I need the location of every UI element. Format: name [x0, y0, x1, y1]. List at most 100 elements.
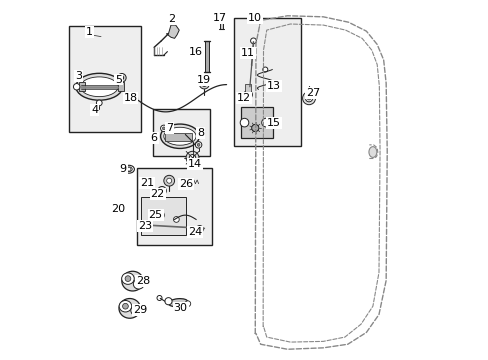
Circle shape	[157, 296, 162, 301]
Bar	[118, 82, 124, 91]
Circle shape	[173, 217, 179, 222]
Bar	[220, 18, 223, 30]
Circle shape	[261, 118, 270, 127]
Text: 29: 29	[132, 305, 146, 315]
Circle shape	[125, 276, 131, 282]
Text: 3: 3	[75, 71, 82, 81]
Circle shape	[154, 210, 164, 220]
Text: 18: 18	[123, 93, 137, 103]
Ellipse shape	[122, 273, 134, 284]
Circle shape	[203, 80, 205, 82]
Text: 22: 22	[150, 189, 164, 199]
Circle shape	[73, 84, 80, 90]
Text: 11: 11	[241, 48, 255, 58]
Text: 8: 8	[197, 129, 204, 138]
Circle shape	[120, 76, 123, 80]
Ellipse shape	[368, 147, 376, 157]
Text: 9: 9	[120, 164, 126, 174]
Circle shape	[262, 67, 267, 72]
Text: 27: 27	[305, 88, 320, 98]
Bar	[204, 41, 209, 72]
Text: 16: 16	[189, 46, 203, 57]
Text: 13: 13	[266, 81, 280, 91]
Circle shape	[246, 93, 249, 96]
Text: 15: 15	[266, 118, 280, 128]
Ellipse shape	[80, 77, 118, 96]
Circle shape	[305, 95, 312, 102]
Ellipse shape	[133, 279, 144, 289]
Text: 25: 25	[148, 210, 163, 220]
Circle shape	[164, 298, 172, 305]
Circle shape	[250, 38, 256, 44]
Circle shape	[184, 301, 190, 307]
Text: 30: 30	[173, 303, 187, 314]
Text: 14: 14	[187, 159, 202, 169]
Text: 24: 24	[187, 227, 202, 237]
Text: 23: 23	[138, 221, 152, 231]
Ellipse shape	[163, 127, 196, 145]
Text: 5: 5	[115, 75, 122, 85]
Text: 20: 20	[111, 204, 125, 215]
Circle shape	[196, 226, 203, 233]
Circle shape	[202, 81, 206, 86]
Bar	[141, 197, 185, 234]
Circle shape	[166, 178, 171, 183]
Polygon shape	[166, 25, 179, 39]
Circle shape	[157, 213, 161, 217]
Bar	[241, 107, 273, 138]
Text: 21: 21	[140, 178, 154, 188]
Circle shape	[96, 100, 102, 106]
Text: 17: 17	[213, 13, 227, 23]
Ellipse shape	[122, 271, 143, 291]
Bar	[79, 82, 84, 91]
Bar	[164, 134, 191, 141]
Circle shape	[122, 303, 128, 309]
Circle shape	[302, 92, 315, 105]
Circle shape	[158, 186, 166, 195]
Circle shape	[163, 175, 174, 186]
Text: 7: 7	[166, 123, 173, 133]
Circle shape	[240, 118, 248, 127]
Circle shape	[160, 125, 167, 132]
Circle shape	[195, 141, 202, 148]
Circle shape	[197, 143, 200, 146]
Text: 1: 1	[86, 27, 93, 37]
Circle shape	[185, 151, 199, 164]
Ellipse shape	[168, 299, 187, 307]
Circle shape	[199, 79, 209, 89]
Text: 26: 26	[179, 179, 193, 189]
Circle shape	[127, 167, 131, 171]
Circle shape	[189, 154, 195, 161]
Text: 19: 19	[197, 75, 211, 85]
Bar	[234, 18, 300, 146]
Ellipse shape	[119, 301, 131, 312]
Text: 10: 10	[248, 13, 262, 23]
Circle shape	[136, 282, 141, 287]
Text: 28: 28	[136, 276, 150, 286]
Ellipse shape	[125, 167, 132, 172]
Circle shape	[117, 73, 126, 82]
Circle shape	[160, 189, 163, 193]
Ellipse shape	[160, 124, 199, 148]
Bar	[137, 168, 212, 245]
Circle shape	[244, 90, 252, 99]
Text: 2: 2	[168, 14, 175, 24]
Ellipse shape	[76, 73, 122, 100]
Ellipse shape	[123, 165, 134, 173]
Bar	[244, 84, 250, 93]
Circle shape	[306, 96, 310, 100]
Circle shape	[205, 81, 207, 83]
Ellipse shape	[119, 298, 140, 318]
Bar	[153, 109, 210, 156]
Text: 6: 6	[150, 133, 157, 143]
Circle shape	[133, 308, 139, 313]
Ellipse shape	[131, 306, 142, 316]
Text: 12: 12	[236, 93, 250, 103]
Circle shape	[132, 96, 137, 101]
Circle shape	[251, 125, 258, 132]
Circle shape	[162, 127, 165, 130]
Circle shape	[201, 81, 203, 83]
Circle shape	[206, 83, 208, 85]
Bar	[69, 26, 140, 132]
Text: 4: 4	[91, 105, 98, 115]
